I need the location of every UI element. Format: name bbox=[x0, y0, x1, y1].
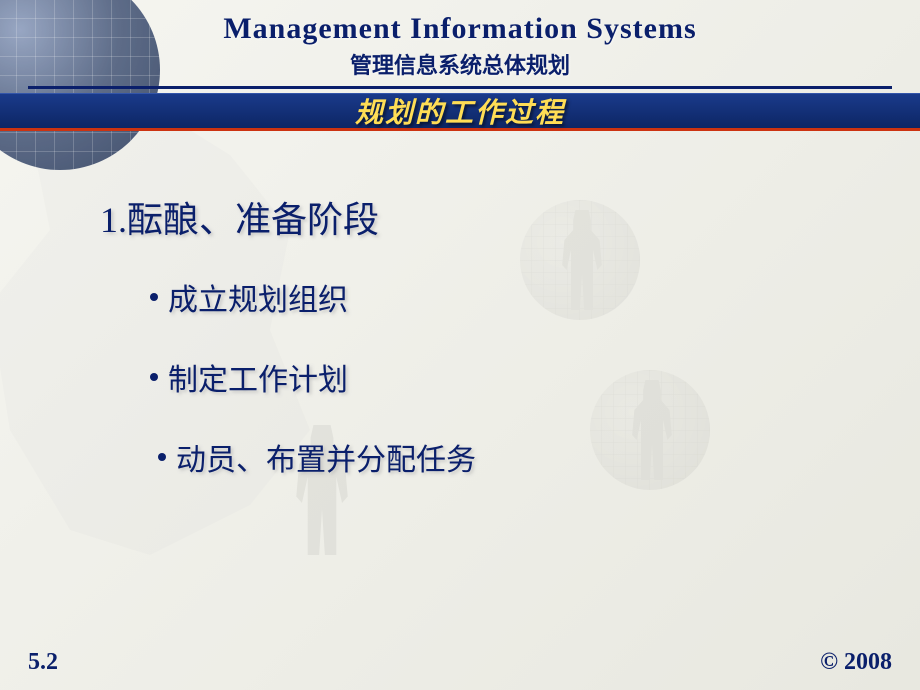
slide-header: Management Information Systems 管理信息系统总体规… bbox=[0, 0, 920, 131]
slide-footer: 5.2 © 2008 bbox=[0, 649, 920, 676]
bullet-text: 制定工作计划 bbox=[168, 355, 348, 399]
page-number: 5.2 bbox=[28, 649, 58, 676]
bullet-item: 动员、布置并分配任务 bbox=[158, 435, 820, 479]
bullet-text: 动员、布置并分配任务 bbox=[176, 435, 476, 479]
slide-content: 1.酝酿、准备阶段 成立规划组织 制定工作计划 动员、布置并分配任务 bbox=[0, 131, 920, 479]
bullet-dot-icon bbox=[158, 453, 166, 461]
bullet-item: 成立规划组织 bbox=[150, 275, 820, 319]
course-title-english: Management Information Systems bbox=[0, 12, 920, 46]
bullet-dot-icon bbox=[150, 373, 158, 381]
content-heading: 1.酝酿、准备阶段 bbox=[100, 191, 820, 243]
bullet-text: 成立规划组织 bbox=[168, 275, 348, 319]
header-divider bbox=[28, 86, 892, 89]
bullet-list: 成立规划组织 制定工作计划 动员、布置并分配任务 bbox=[150, 275, 820, 479]
section-title: 规划的工作过程 bbox=[355, 91, 565, 131]
bullet-item: 制定工作计划 bbox=[150, 355, 820, 399]
section-band: 规划的工作过程 bbox=[0, 93, 920, 131]
copyright-text: © 2008 bbox=[820, 649, 892, 676]
course-title-chinese: 管理信息系统总体规划 bbox=[0, 48, 920, 80]
bullet-dot-icon bbox=[150, 293, 158, 301]
